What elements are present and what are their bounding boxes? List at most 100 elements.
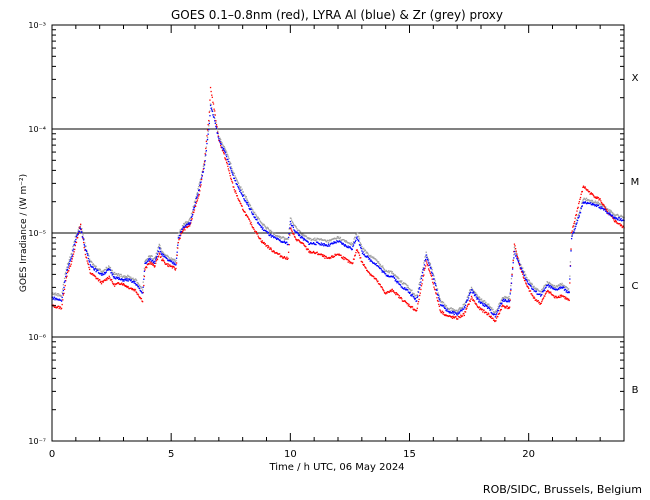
data-point xyxy=(126,280,128,282)
data-point xyxy=(359,242,361,244)
data-point xyxy=(508,301,510,303)
data-point xyxy=(140,297,143,300)
data-point xyxy=(451,312,453,314)
data-point xyxy=(292,226,295,229)
data-point xyxy=(246,198,248,200)
data-point xyxy=(261,226,263,228)
data-point xyxy=(242,209,244,212)
data-point xyxy=(504,295,506,298)
data-point xyxy=(392,275,395,277)
data-point xyxy=(337,254,340,256)
data-point xyxy=(438,303,440,306)
data-point xyxy=(428,269,430,271)
data-point xyxy=(361,250,363,252)
data-point xyxy=(473,300,476,302)
data-point xyxy=(154,256,156,259)
data-point xyxy=(363,253,365,255)
data-point xyxy=(378,266,380,269)
data-point xyxy=(485,311,488,314)
data-point xyxy=(621,215,623,218)
data-point xyxy=(147,260,149,262)
data-point xyxy=(579,198,581,201)
data-point xyxy=(499,310,501,312)
data-point xyxy=(484,304,486,306)
data-point xyxy=(544,289,546,292)
data-point xyxy=(307,248,309,250)
data-point xyxy=(71,256,73,258)
data-point xyxy=(194,205,197,207)
data-point xyxy=(284,237,286,239)
data-point xyxy=(204,155,206,157)
data-point xyxy=(257,216,259,218)
data-point xyxy=(444,303,446,305)
data-point xyxy=(425,251,427,253)
data-point xyxy=(72,250,74,252)
data-point xyxy=(587,189,589,191)
data-point xyxy=(525,282,527,284)
data-point xyxy=(610,211,613,213)
y-axis-label: GOES Irradiance / (W m⁻²) xyxy=(19,174,29,292)
data-point xyxy=(407,289,409,291)
data-point xyxy=(111,274,113,276)
data-point xyxy=(417,287,420,289)
data-point xyxy=(266,244,268,247)
data-point xyxy=(228,157,230,160)
data-point xyxy=(151,262,153,264)
data-point xyxy=(209,110,211,112)
data-point xyxy=(413,293,415,295)
data-point xyxy=(119,275,121,278)
data-point xyxy=(532,297,535,299)
data-point xyxy=(476,304,478,306)
data-point xyxy=(122,276,124,278)
data-point xyxy=(511,266,514,269)
data-point xyxy=(231,168,233,170)
data-point xyxy=(590,199,592,202)
data-point xyxy=(398,295,401,297)
data-point xyxy=(200,178,203,181)
data-point xyxy=(73,251,75,253)
data-point xyxy=(557,288,559,291)
data-point xyxy=(173,259,175,262)
data-point xyxy=(453,317,455,319)
data-point xyxy=(307,238,309,240)
data-point xyxy=(224,150,226,153)
data-point xyxy=(447,315,449,317)
data-point xyxy=(523,277,525,279)
data-point xyxy=(349,243,351,245)
data-point xyxy=(215,121,217,124)
data-point xyxy=(108,275,110,277)
data-point xyxy=(186,222,188,225)
data-point xyxy=(414,309,417,311)
data-point xyxy=(284,257,286,259)
data-point xyxy=(544,295,546,297)
data-point xyxy=(576,219,579,222)
data-point xyxy=(392,272,395,275)
data-point xyxy=(212,103,215,105)
data-point xyxy=(574,217,576,219)
data-point xyxy=(557,296,559,299)
data-point xyxy=(423,267,425,270)
data-point xyxy=(67,266,69,268)
data-point xyxy=(517,260,520,263)
data-point xyxy=(113,271,116,274)
data-point xyxy=(592,194,594,196)
data-point xyxy=(245,201,247,203)
data-point xyxy=(94,275,96,277)
data-point xyxy=(197,188,199,190)
data-point xyxy=(342,256,345,258)
data-point xyxy=(600,200,602,202)
data-point xyxy=(206,136,209,139)
data-point xyxy=(306,240,308,242)
data-point xyxy=(389,289,392,292)
data-point xyxy=(256,216,258,218)
data-point xyxy=(178,231,181,233)
data-point xyxy=(294,230,296,232)
data-point xyxy=(345,240,348,242)
data-point xyxy=(223,153,225,155)
data-point xyxy=(65,268,67,271)
data-point xyxy=(157,256,159,258)
data-point xyxy=(169,259,171,262)
data-point xyxy=(437,292,439,294)
data-point xyxy=(162,252,165,254)
data-point xyxy=(471,289,473,291)
